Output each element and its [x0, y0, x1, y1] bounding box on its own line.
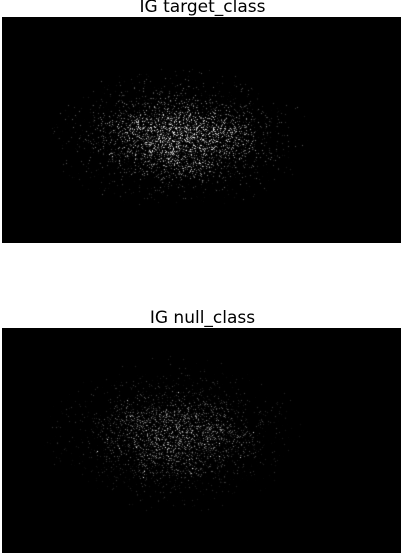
attribution-map-null-class: [3, 329, 400, 552]
attribution-image-target-class: [2, 17, 401, 243]
attribution-image-null-class: [2, 328, 401, 553]
attribution-map-target-class: [3, 18, 400, 242]
panel-title-target-class: IG target_class: [139, 0, 266, 17]
panel-title-null-class: IG null_class: [149, 308, 256, 328]
